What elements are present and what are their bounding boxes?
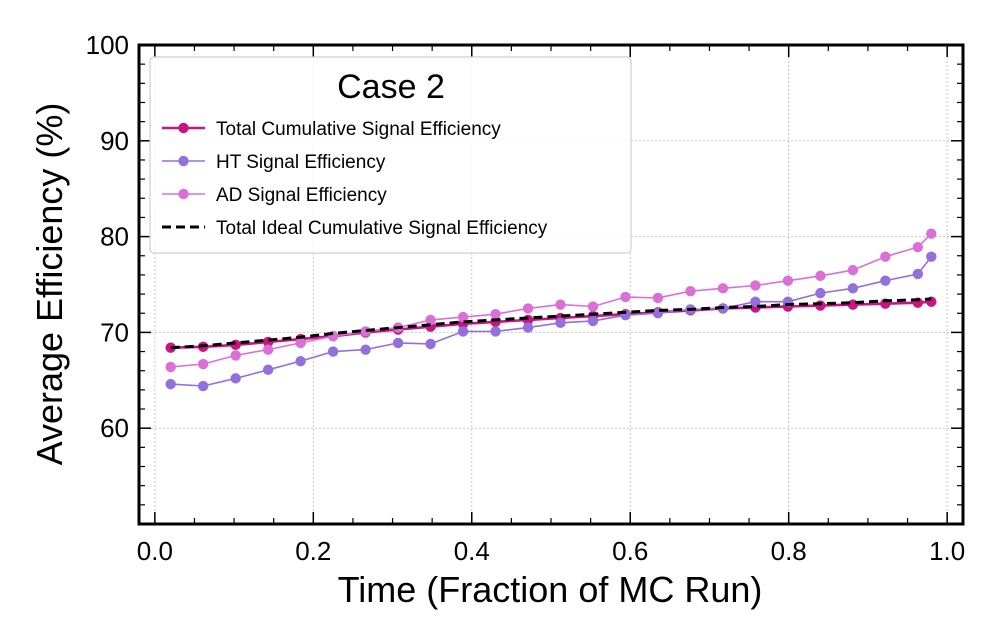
data-point-series-2 xyxy=(587,315,599,327)
legend-label-2: HT Signal Efficiency xyxy=(216,152,386,173)
x-tick-label: 0.4 xyxy=(454,536,490,566)
y-tick-label: 60 xyxy=(100,413,129,443)
legend-marker-2 xyxy=(178,155,189,167)
data-point-series-1 xyxy=(847,299,859,310)
x-tick-label: 0.0 xyxy=(137,536,173,566)
data-point-series-3 xyxy=(457,311,469,323)
data-point-series-1 xyxy=(815,300,826,311)
data-point-series-2 xyxy=(360,344,371,355)
data-point-series-2 xyxy=(522,322,534,333)
legend-box xyxy=(149,56,632,254)
data-point-series-2 xyxy=(750,296,761,307)
data-point-series-3 xyxy=(490,308,501,320)
data-point-series-3 xyxy=(912,241,924,253)
legend: Case 2 Total Cumulative Signal Efficienc… xyxy=(149,56,632,254)
legend-title: Case 2 xyxy=(337,68,445,106)
data-point-series-1 xyxy=(230,339,241,351)
data-point-series-1 xyxy=(165,342,176,353)
x-tick-label: 0.2 xyxy=(295,536,331,566)
data-point-series-3 xyxy=(555,299,566,310)
x-tick-label: 1.0 xyxy=(929,536,965,566)
y-tick-label: 100 xyxy=(86,30,129,60)
series-layer xyxy=(165,228,937,392)
data-point-series-3 xyxy=(880,251,891,262)
data-point-series-2 xyxy=(555,317,566,329)
data-point-series-3 xyxy=(425,314,436,326)
data-point-series-3 xyxy=(197,358,209,370)
data-point-series-2 xyxy=(490,326,501,337)
data-point-series-3 xyxy=(926,228,937,239)
data-point-series-2 xyxy=(230,373,241,384)
y-axis-title: Average Efficiency (%) xyxy=(29,103,70,466)
legend-entries: Total Cumulative Signal Efficiency HT Sig… xyxy=(162,119,548,239)
data-point-series-2 xyxy=(262,364,274,375)
data-point-series-3 xyxy=(652,292,664,304)
legend-label-1: Total Cumulative Signal Efficiency xyxy=(216,119,501,140)
data-point-series-2 xyxy=(847,283,859,294)
data-point-series-3 xyxy=(230,350,241,361)
legend-marker-1 xyxy=(178,122,189,134)
data-point-series-2 xyxy=(295,355,306,367)
y-tick-label: 70 xyxy=(100,317,129,347)
data-point-series-3 xyxy=(717,283,729,294)
data-point-series-2 xyxy=(425,338,436,350)
data-point-series-3 xyxy=(685,286,696,297)
data-point-series-2 xyxy=(392,337,404,349)
x-tick-label: 0.8 xyxy=(771,536,807,566)
legend-label-4: Total Ideal Cumulative Signal Efficiency xyxy=(216,218,548,239)
data-point-series-3 xyxy=(815,270,826,282)
data-point-series-2 xyxy=(327,346,339,357)
data-point-series-3 xyxy=(620,291,631,303)
tick-marks xyxy=(139,44,963,524)
data-point-series-2 xyxy=(457,326,469,337)
legend-label-3: AD Signal Efficiency xyxy=(216,185,387,206)
data-point-series-3 xyxy=(262,344,274,355)
data-point-series-2 xyxy=(912,268,924,280)
y-tick-label: 80 xyxy=(100,222,129,252)
data-point-series-3 xyxy=(587,301,599,312)
data-point-series-3 xyxy=(847,264,859,276)
data-point-series-2 xyxy=(926,251,937,262)
data-point-series-2 xyxy=(815,287,826,299)
y-tick-label: 90 xyxy=(100,126,129,156)
data-point-series-3 xyxy=(295,337,306,349)
data-point-series-2 xyxy=(165,378,176,390)
data-point-series-3 xyxy=(782,275,794,286)
data-point-series-3 xyxy=(522,303,534,314)
tick-labels: 0.0 0.2 0.4 0.6 0.8 1.0 60 70 80 90 100 xyxy=(86,30,966,566)
legend-marker-3 xyxy=(178,188,189,200)
data-point-series-2 xyxy=(197,380,209,392)
data-point-series-3 xyxy=(165,361,176,373)
data-point-series-3 xyxy=(750,280,761,291)
data-point-series-2 xyxy=(880,275,891,286)
x-axis-title: Time (Fraction of MC Run) xyxy=(338,569,763,610)
x-tick-label: 0.6 xyxy=(612,536,648,566)
series-line-4 xyxy=(170,297,932,350)
